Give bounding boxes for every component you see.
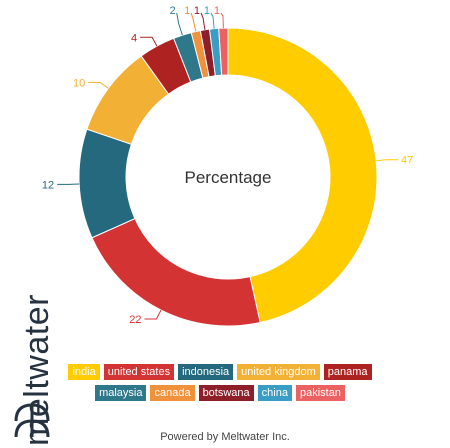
legend-item-malaysia[interactable]: malaysia	[95, 385, 147, 401]
data-label-united-states: 22	[129, 314, 141, 326]
leader-botswana	[200, 12, 206, 30]
leader-china	[210, 12, 215, 29]
legend-row: malaysia canada botswana china pakistan	[70, 385, 370, 401]
slice-pakistan[interactable]	[218, 27, 229, 76]
slice-india[interactable]	[227, 27, 378, 324]
leader-panama	[140, 36, 158, 47]
data-label-botswana: 1	[194, 5, 200, 17]
leader-india	[376, 159, 399, 162]
meltwater-logo: meltwater	[14, 294, 56, 445]
data-label-china: 1	[204, 5, 210, 17]
leader-canada	[190, 12, 197, 32]
legend-item-botswana[interactable]: botswana	[198, 385, 254, 401]
data-label-united-kingdom: 10	[73, 77, 85, 89]
data-label-indonesia: 12	[42, 179, 54, 191]
legend-item-china[interactable]: china	[257, 385, 292, 401]
leader-malaysia	[176, 12, 183, 36]
legend-row: india united states indonesia united kingdo…	[68, 364, 372, 380]
footer-powered-by: Powered by Meltwater Inc.	[160, 431, 290, 443]
slices-group	[78, 27, 378, 327]
legend-item-united-kingdom[interactable]: united kingdom	[237, 364, 320, 380]
brand-m-icon	[14, 403, 50, 438]
legend-item-pakistan[interactable]: pakistan	[295, 385, 345, 401]
legend-item-india[interactable]: india	[68, 364, 100, 380]
data-label-malaysia: 2	[170, 5, 176, 17]
legend-item-united-states[interactable]: united states	[103, 364, 175, 380]
data-label-canada: 1	[184, 5, 190, 17]
leader-united-kingdom	[88, 81, 109, 89]
leader-united-states	[144, 309, 162, 320]
legend-item-indonesia[interactable]: indonesia	[178, 364, 234, 380]
legend-item-canada[interactable]: canada	[150, 385, 195, 401]
legend-item-panama[interactable]: panama	[323, 364, 372, 380]
leader-lines-group	[57, 12, 399, 320]
data-label-india: 47	[401, 155, 413, 167]
center-label: Percentage	[185, 168, 272, 187]
slice-united-states[interactable]	[91, 217, 261, 327]
leader-pakistan	[220, 12, 224, 29]
slice-indonesia[interactable]	[78, 128, 136, 239]
brand-name: meltwater	[18, 294, 56, 445]
data-label-panama: 4	[131, 32, 137, 44]
chart-legend: india united states indonesia united kingdo…	[68, 364, 372, 406]
data-label-pakistan: 1	[214, 5, 220, 17]
